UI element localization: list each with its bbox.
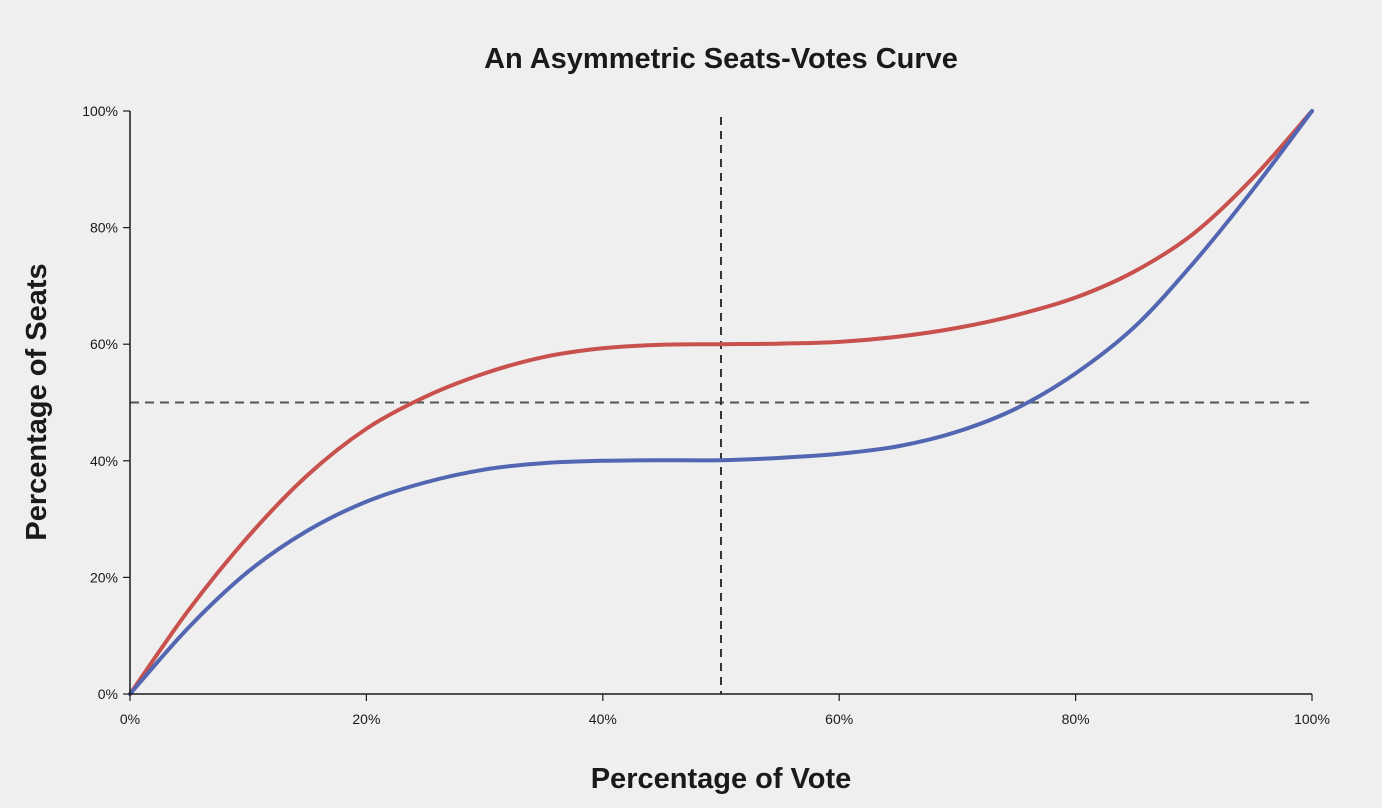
y-tick-label: 60%: [90, 336, 118, 352]
x-tick-label: 0%: [120, 711, 140, 727]
y-axis-ticks: 0% 20% 40% 60% 80% 100%: [82, 103, 130, 702]
y-tick-label: 80%: [90, 220, 118, 236]
chart-title: An Asymmetric Seats-Votes Curve: [484, 43, 958, 75]
series-line-blue: [128, 109, 1314, 696]
y-tick-label: 20%: [90, 569, 118, 585]
x-axis-label: Percentage of Vote: [591, 763, 852, 795]
y-axis-label: Percentage of Seats: [21, 263, 53, 540]
reference-lines: [130, 117, 1312, 694]
x-tick-label: 80%: [1062, 711, 1090, 727]
x-axis-ticks: 0% 20% 40% 60% 80% 100%: [120, 694, 1330, 727]
series-line-red: [128, 109, 1314, 696]
x-tick-label: 20%: [352, 711, 380, 727]
series-lines: [128, 109, 1314, 696]
x-tick-label: 40%: [589, 711, 617, 727]
y-tick-label: 40%: [90, 453, 118, 469]
x-tick-label: 100%: [1294, 711, 1330, 727]
y-tick-label: 100%: [82, 103, 118, 119]
x-tick-label: 60%: [825, 711, 853, 727]
y-tick-label: 0%: [98, 686, 118, 702]
